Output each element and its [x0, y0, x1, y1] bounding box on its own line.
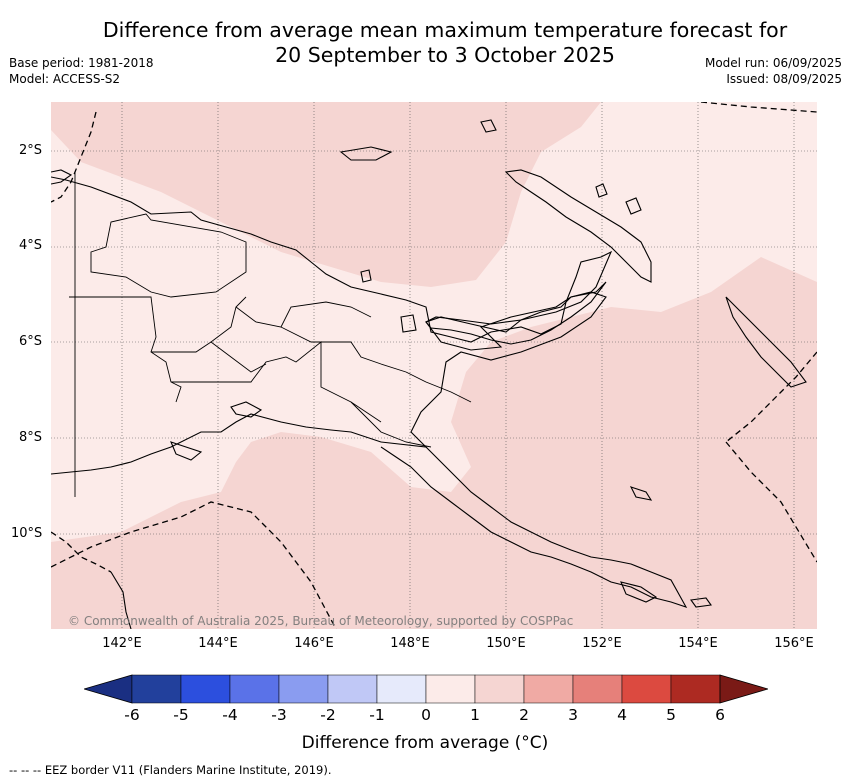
lon-label-148e: 148°E	[390, 636, 430, 651]
colorbar-tick-label: 6	[715, 706, 725, 724]
model-run: Model run: 06/09/2025	[704, 56, 842, 70]
lat-label-8s: 8°S	[19, 430, 43, 445]
forecast-map	[51, 102, 817, 629]
colorbar-tick-label: -6	[124, 706, 140, 724]
colorbar-segment	[229, 674, 280, 704]
colorbar-segment	[670, 674, 721, 704]
lon-label-144e: 144°E	[198, 636, 238, 651]
colorbar-under-extension	[84, 674, 133, 704]
colorbar-tick-label: -5	[173, 706, 189, 724]
provincial-borders	[69, 172, 472, 497]
colorbar-over-extension	[719, 674, 768, 704]
colorbar-tick-label: 5	[666, 706, 676, 724]
graticule	[51, 102, 817, 629]
lat-label-10s: 10°S	[11, 526, 43, 541]
lon-label-156e: 156°E	[774, 636, 814, 651]
colorbar-segment	[180, 674, 231, 704]
colorbar-segment	[376, 674, 427, 704]
coastline-papuan-peninsula	[380, 446, 688, 608]
colorbar-tick-label: -1	[369, 706, 385, 724]
colorbar-segment	[572, 674, 623, 704]
colorbar-tick-label: -2	[320, 706, 336, 724]
lat-label-2s: 2°S	[19, 143, 43, 158]
title-line-1: Difference from average mean maximum tem…	[102, 18, 788, 42]
colorbar-tick-label: 3	[568, 706, 578, 724]
colorbar	[84, 674, 768, 704]
lon-label-154e: 154°E	[678, 636, 718, 651]
coastlines	[51, 119, 807, 629]
colorbar-tick-label: -4	[222, 706, 238, 724]
lon-label-146e: 146°E	[294, 636, 334, 651]
colorbar-tick-label: 2	[519, 706, 529, 724]
lat-label-6s: 6°S	[19, 334, 43, 349]
colorbar-segment	[425, 674, 476, 704]
meta-left: Base period: 1981-2018 Model: ACCESS-S2	[9, 56, 154, 87]
chart-title: Difference from average mean maximum tem…	[40, 18, 850, 68]
colorbar-segment	[474, 674, 525, 704]
lon-label-150e: 150°E	[486, 636, 526, 651]
base-period: Base period: 1981-2018	[9, 56, 154, 70]
colorbar-tick-label: 0	[421, 706, 431, 724]
colorbar-segment	[278, 674, 329, 704]
title-line-2: 20 September to 3 October 2025	[275, 43, 615, 67]
coastline-new-britain	[425, 281, 607, 345]
coastline-new-guinea	[51, 176, 613, 475]
copyright-notice: © Commonwealth of Australia 2025, Bureau…	[68, 614, 574, 628]
issued-date: Issued: 08/09/2025	[726, 71, 842, 86]
colorbar-label: Difference from average (°C)	[301, 733, 549, 753]
coastline-bougainville	[725, 296, 807, 388]
coastline-new-ireland	[504, 169, 652, 283]
colorbar-tick-label: -3	[271, 706, 287, 724]
meta-right: Model run: 06/09/2025 Issued: 08/09/2025	[705, 56, 842, 87]
lat-label-4s: 4°S	[19, 238, 43, 253]
colorbar-tick-label: 4	[617, 706, 627, 724]
map-panel	[51, 102, 817, 629]
eez-borders	[51, 102, 817, 629]
coastline-cape-york	[110, 571, 132, 629]
colorbar-segment	[523, 674, 574, 704]
coastline-manus	[339, 146, 393, 161]
colorbar-segment	[621, 674, 672, 704]
lon-label-152e: 152°E	[582, 636, 622, 651]
colorbar-segment	[131, 674, 182, 704]
anomaly-region-light	[51, 102, 817, 542]
lon-label-142e: 142°E	[102, 636, 142, 651]
colorbar-segment	[327, 674, 378, 704]
colorbar-tick-label: 1	[470, 706, 480, 724]
footnote-eez: -- -- -- EEZ border V11 (Flanders Marine…	[9, 763, 332, 777]
model-name: Model: ACCESS-S2	[9, 71, 121, 86]
